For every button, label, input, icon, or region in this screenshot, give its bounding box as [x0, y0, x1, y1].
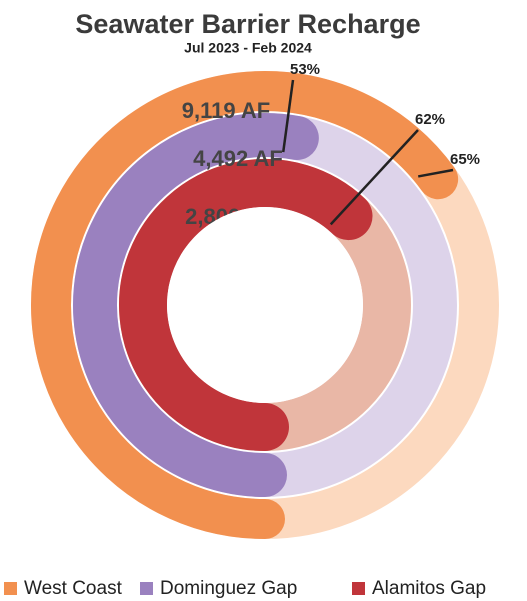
legend-label: Dominguez Gap — [160, 578, 297, 599]
legend-swatch — [140, 582, 153, 595]
amount-label: 4,492 AF — [193, 146, 283, 171]
legend-label: Alamitos Gap — [372, 578, 486, 599]
ring-bar — [73, 113, 319, 497]
leader-line — [417, 168, 454, 178]
leader-line — [281, 79, 295, 153]
center-hole — [167, 207, 363, 403]
ring-bar — [119, 159, 373, 451]
ring-bar — [31, 71, 459, 539]
percent-label: 65% — [450, 151, 480, 168]
legend-swatch — [352, 582, 365, 595]
percent-label: 53% — [290, 61, 320, 78]
legend-swatch — [4, 582, 17, 595]
chart-title: Seawater Barrier Recharge — [75, 9, 420, 39]
percent-label: 62% — [415, 111, 445, 128]
leader-line — [329, 129, 419, 226]
chart-subtitle: Jul 2023 - Feb 2024 — [184, 40, 312, 56]
legend-label: West Coast — [24, 578, 123, 599]
amount-label: 9,119 AF — [182, 98, 270, 123]
